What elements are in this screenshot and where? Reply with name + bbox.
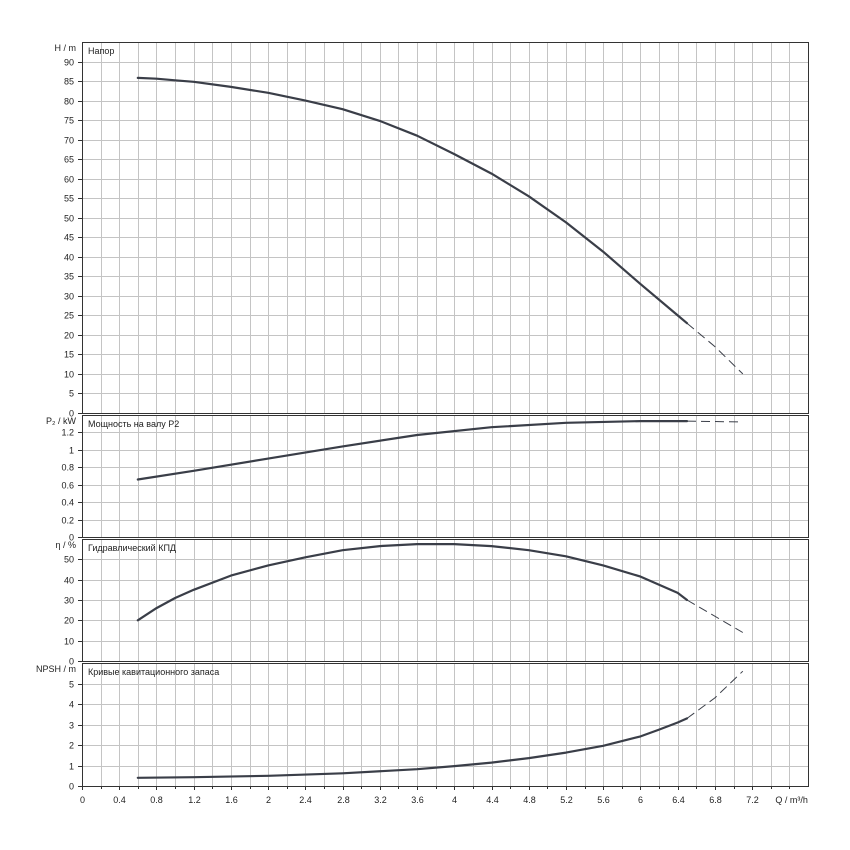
y-tick-label: 0.2 [61, 516, 74, 526]
y-tick-label: 30 [64, 596, 74, 606]
y-tick-label: 1 [69, 446, 74, 456]
y-tick-label: 0 [69, 782, 74, 792]
series-line-solid [136, 420, 689, 481]
y-tick-label: 65 [64, 155, 74, 165]
y-axis-label: NPSH / m [36, 664, 76, 674]
x-tick-label: 1.6 [225, 795, 238, 805]
y-tick-label: 40 [64, 576, 74, 586]
y-tick-label: 0 [69, 657, 74, 667]
x-tick-label: 6.8 [709, 795, 722, 805]
x-tick-label: 1.2 [188, 795, 201, 805]
y-tick-label: 2 [69, 741, 74, 751]
x-tick-label: 2.8 [337, 795, 350, 805]
panel-title: Мощность на валу P2 [88, 419, 179, 429]
x-tick-label: 2 [266, 795, 271, 805]
y-tick-label: 0.6 [61, 481, 74, 491]
y-tick-label: 4 [69, 700, 74, 710]
x-tick-label: 4.8 [523, 795, 536, 805]
x-tick-label: 5.6 [597, 795, 610, 805]
y-tick-label: 5 [69, 680, 74, 690]
series-line-solid [136, 76, 689, 325]
y-tick-label: 3 [69, 721, 74, 731]
x-tick-label: 2.4 [299, 795, 312, 805]
y-tick-label: 60 [64, 175, 74, 185]
y-tick-label: 0.8 [61, 463, 74, 473]
x-tick-label: 6 [638, 795, 643, 805]
x-tick-label: 0 [80, 795, 85, 805]
x-tick-label: 0.4 [113, 795, 126, 805]
y-tick-label: 80 [64, 97, 74, 107]
y-tick-label: 50 [64, 214, 74, 224]
x-tick-label: 0.8 [150, 795, 163, 805]
y-tick-label: 90 [64, 58, 74, 68]
series-line-dashed [686, 322, 744, 375]
x-axis-label: Q / m³/h [775, 795, 808, 805]
panel-frame [82, 42, 809, 414]
y-tick-label: 1.2 [61, 428, 74, 438]
y-tick-label: 0 [69, 533, 74, 543]
y-tick-label: 50 [64, 555, 74, 565]
y-tick-label: 20 [64, 331, 74, 341]
y-tick-label: 45 [64, 233, 74, 243]
y-tick-label: 15 [64, 350, 74, 360]
y-tick-label: 55 [64, 194, 74, 204]
y-axis-label: P₂ / kW [46, 416, 76, 426]
y-tick-label: 1 [69, 762, 74, 772]
x-tick-label: 7.2 [746, 795, 759, 805]
y-tick-label: 40 [64, 253, 74, 263]
y-tick-label: 0.4 [61, 498, 74, 508]
x-tick-label: 6.4 [672, 795, 685, 805]
x-tick-label: 4.4 [486, 795, 499, 805]
x-tick-label: 5.2 [560, 795, 573, 805]
y-tick-label: 35 [64, 272, 74, 282]
series-line-dashed [686, 420, 743, 423]
x-tick-label: 3.2 [374, 795, 387, 805]
series-line-solid [136, 542, 689, 622]
panel-title: Напор [88, 46, 114, 56]
series-line-dashed [686, 599, 744, 633]
y-tick-label: 75 [64, 116, 74, 126]
y-tick-label: 0 [69, 409, 74, 419]
y-tick-label: 10 [64, 637, 74, 647]
panel-frame [82, 539, 809, 662]
y-axis-label: H / m [55, 43, 77, 53]
y-tick-label: 70 [64, 136, 74, 146]
x-tick-label: 4 [452, 795, 457, 805]
series-line-solid [136, 717, 689, 779]
y-tick-label: 10 [64, 370, 74, 380]
y-axis-label: η / % [55, 540, 76, 550]
series-line-dashed [686, 670, 744, 719]
y-tick-label: 30 [64, 292, 74, 302]
y-tick-label: 25 [64, 311, 74, 321]
y-tick-label: 85 [64, 77, 74, 87]
panel-frame [82, 663, 809, 787]
y-tick-label: 5 [69, 389, 74, 399]
panel-frame [82, 415, 809, 538]
panel-title: Гидравлический КПД [88, 543, 176, 553]
y-tick-label: 20 [64, 616, 74, 626]
x-tick-label: 3.6 [411, 795, 424, 805]
panel-title: Кривые кавитационного запаса [88, 667, 219, 677]
